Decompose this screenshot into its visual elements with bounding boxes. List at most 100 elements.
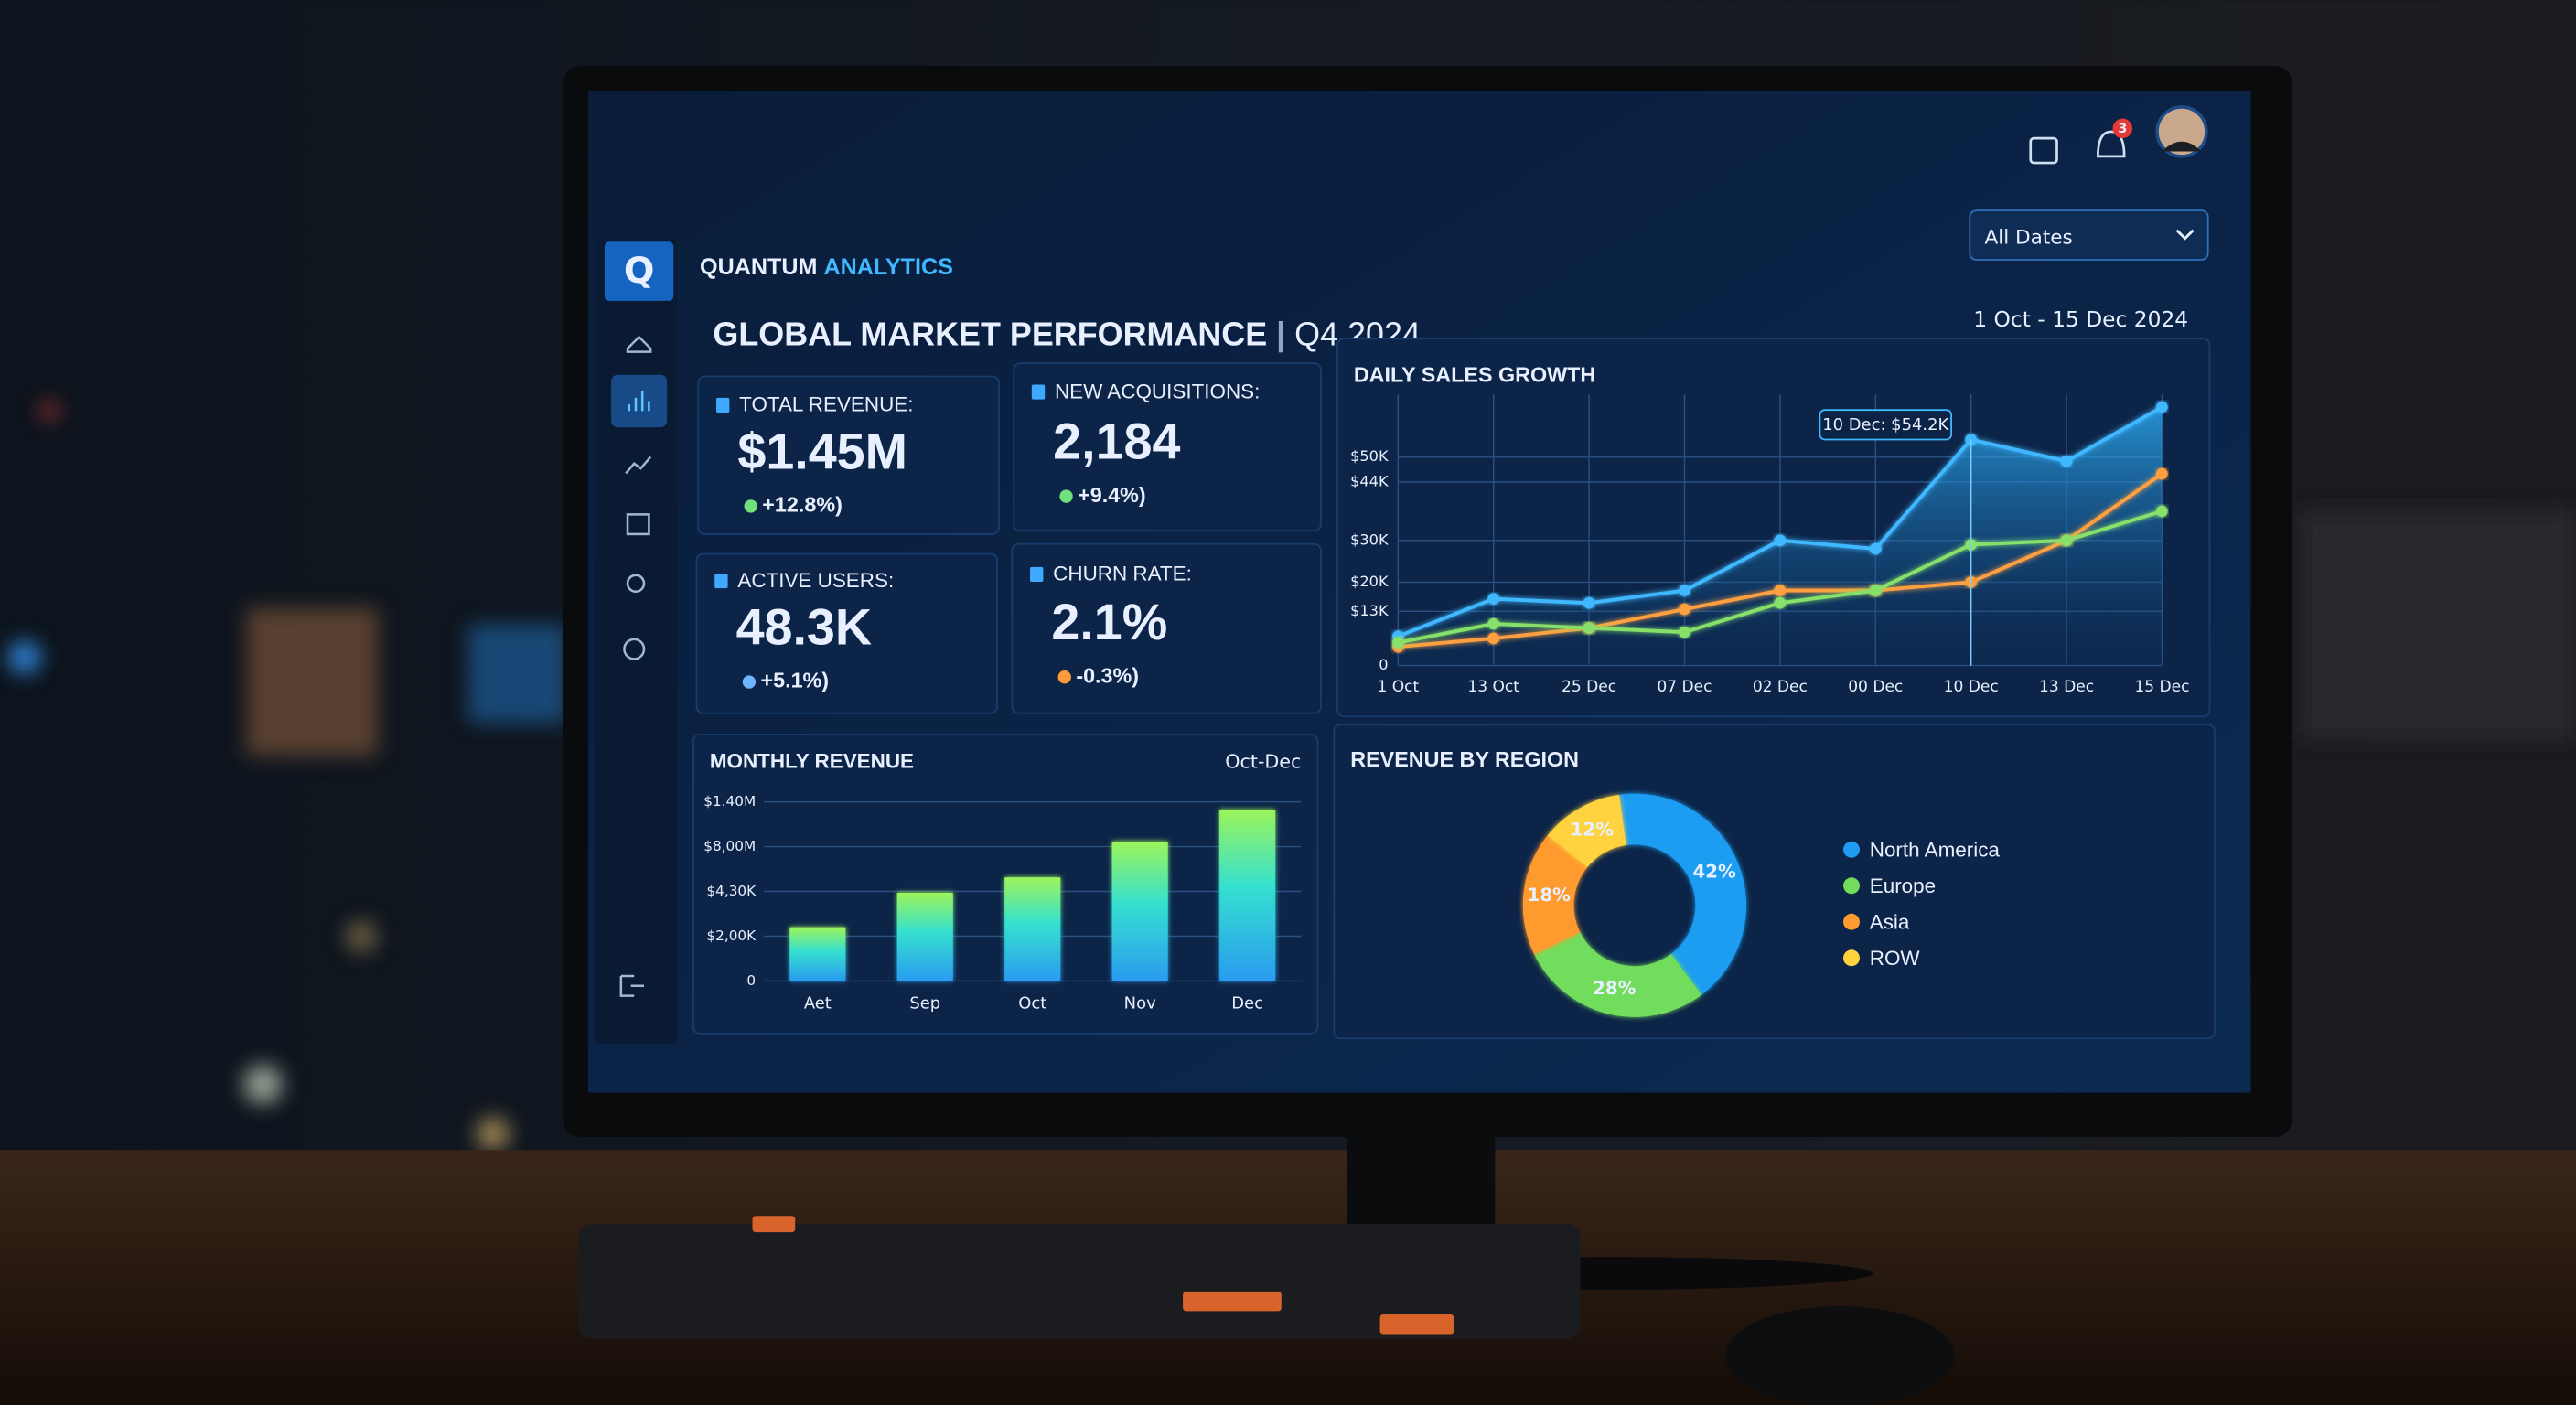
kpi-change-icon: [1059, 489, 1073, 503]
y-tick-label: $30K: [1350, 531, 1389, 548]
annotation: 10 Dec: $54.2K: [1822, 415, 1949, 434]
y-tick-label: $4,30K: [706, 883, 757, 899]
kpi-label: NEW ACQUISITIONS:: [1055, 380, 1260, 402]
y-tick-label: $13K: [1350, 602, 1389, 619]
point: [1774, 534, 1787, 547]
point: [1583, 622, 1595, 634]
kpi-card: [697, 375, 1000, 535]
x-tick-label: Dec: [1231, 994, 1263, 1014]
y-tick-label: $50K: [1350, 447, 1389, 465]
point: [1679, 626, 1690, 638]
bar: [896, 892, 953, 981]
bar: [1111, 841, 1168, 981]
kpi-label: TOTAL REVENUE:: [739, 393, 913, 416]
kpi-change: -0.3%): [1076, 663, 1139, 687]
kpi-change-icon: [744, 499, 757, 513]
date-range: 1 Oct - 15 Dec 2024: [1973, 306, 2188, 332]
bokeh: [7, 401, 2576, 1151]
kpi-change: +12.8%): [762, 493, 843, 517]
logout-icon[interactable]: [619, 974, 644, 997]
chart-title: REVENUE BY REGION: [1350, 747, 1579, 771]
x-tick-label: Aet: [804, 994, 832, 1014]
calendar-icon[interactable]: [626, 513, 650, 536]
x-tick-label: Sep: [909, 994, 940, 1014]
point: [1487, 617, 1499, 630]
slice-label: 12%: [1571, 819, 1614, 840]
kpi-value: 2.1%: [1051, 594, 1167, 650]
y-tick-label: $8,00M: [703, 838, 756, 854]
legend-label: ROW: [1870, 947, 1921, 970]
calendar-button[interactable]: [2029, 136, 2058, 165]
x-tick-label: 10 Dec: [1944, 678, 1999, 696]
donut-slice: [1547, 794, 1626, 868]
x-tick-label: Oct: [1018, 994, 1046, 1014]
point: [1869, 542, 1882, 555]
settings-icon[interactable]: [623, 638, 646, 660]
date-filter[interactable]: [1969, 209, 2209, 261]
kpi-value: 48.3K: [736, 599, 873, 656]
active-nav[interactable]: [611, 374, 668, 428]
sidebar-icons[interactable]: [611, 335, 668, 997]
point: [1774, 585, 1787, 596]
slice-label: 42%: [1692, 861, 1735, 882]
point: [1869, 585, 1882, 596]
search-icon[interactable]: [626, 574, 646, 594]
point: [1487, 632, 1499, 645]
kpi-icon: [714, 574, 728, 589]
x-tick-label: 1 Oct: [1377, 678, 1419, 696]
brand: QUANTUM ANALYTICS: [700, 254, 953, 280]
date-filter-text[interactable]: All Dates: [1984, 227, 2072, 250]
point: [2156, 467, 2168, 480]
x-tick-label: 13 Dec: [2039, 678, 2094, 696]
point: [1774, 596, 1787, 609]
donut-slice: [1522, 835, 1588, 955]
point: [1679, 585, 1690, 596]
kpi-icon: [716, 397, 730, 413]
trend-icon[interactable]: [625, 456, 652, 475]
chart-icon[interactable]: [628, 391, 650, 412]
x-tick-label: 15 Dec: [2134, 678, 2189, 696]
y-tick-label: $20K: [1350, 573, 1389, 590]
sidebar: [595, 238, 677, 1044]
kpi-change-icon: [742, 675, 757, 689]
kpi-label: CHURN RATE:: [1053, 563, 1192, 585]
charts: DAILY SALES GROWTH 0 $13K $20K $30K $44K $50K 1…: [703, 363, 2189, 1017]
x-tick-label: 25 Dec: [1562, 678, 1616, 696]
slice-label: 18%: [1528, 885, 1571, 906]
point: [1392, 637, 1404, 649]
notification-badge[interactable]: [2112, 118, 2133, 139]
legend-label: North America: [1870, 838, 2001, 861]
separator: |: [1267, 316, 1294, 353]
kpi-change: +5.1%): [761, 669, 830, 692]
kpi-value: 2,184: [1053, 413, 1180, 470]
kpi-icon: [1030, 566, 1044, 582]
home-icon[interactable]: [626, 335, 652, 353]
notification-bell[interactable]: [2097, 130, 2126, 158]
legend-label: Asia: [1870, 910, 1910, 933]
y-tick-label: $1.40M: [703, 793, 756, 810]
legend-swatch: [1843, 877, 1860, 895]
kpis: TOTAL REVENUE: $1.45M +12.8%) NEW ACQUISITI…: [714, 380, 1260, 692]
legend-label: Europe: [1870, 874, 1936, 897]
kpi-change: +9.4%): [1078, 483, 1146, 507]
y-tick-label: $44K: [1350, 473, 1389, 490]
user-avatar[interactable]: [2155, 105, 2208, 158]
slice-label: 28%: [1593, 978, 1636, 999]
donut-panel: [1333, 724, 2216, 1040]
chart-title: DAILY SALES GROWTH: [1354, 363, 1595, 387]
x-tick-label: 02 Dec: [1753, 678, 1808, 696]
dropdown-caret[interactable]: [2175, 229, 2195, 241]
page-title: GLOBAL MARKET PERFORMANCE | Q4 2024: [713, 316, 1421, 353]
notification-count[interactable]: 3: [2118, 122, 2127, 136]
kpi-icon: [1031, 384, 1046, 400]
kpi-card: [1013, 362, 1322, 532]
logo-glyph: Q: [624, 250, 655, 292]
keyboard-key: [1183, 1291, 1282, 1312]
chart-subtitle: Oct-Dec: [1225, 751, 1301, 773]
x-tick-label: 13 Oct: [1467, 678, 1519, 696]
annotation-box: [1819, 409, 1952, 441]
legend-swatch: [1843, 913, 1860, 930]
legend-swatch: [1843, 841, 1860, 858]
